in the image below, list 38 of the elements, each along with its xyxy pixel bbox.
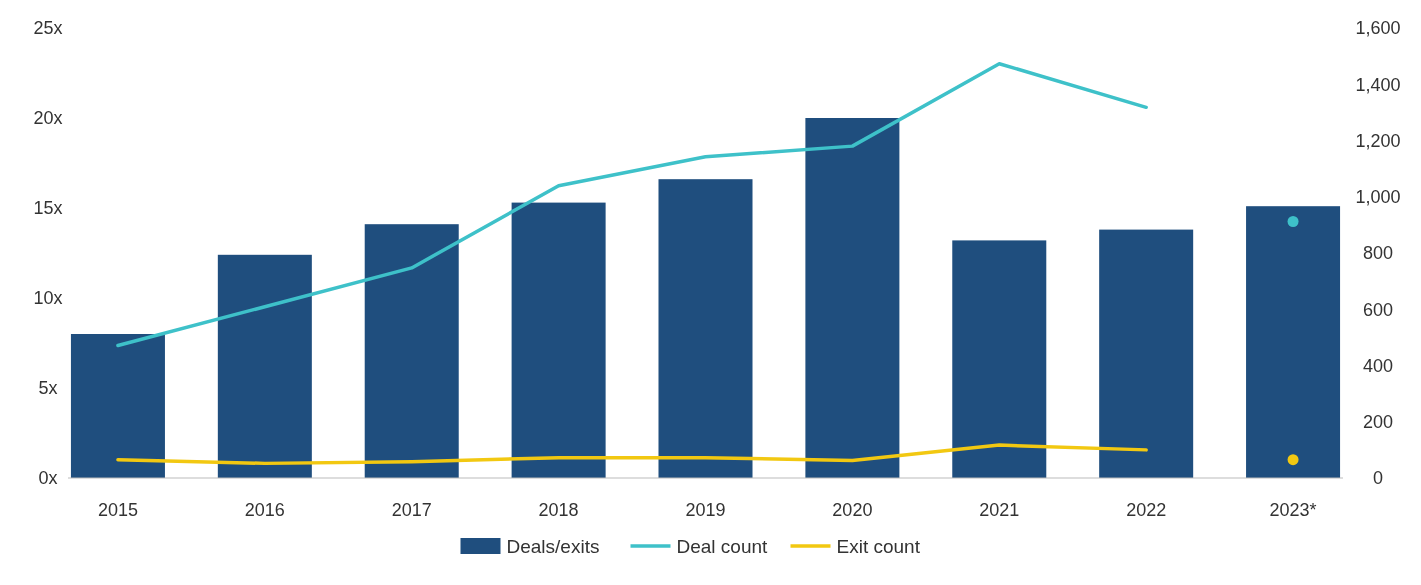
bar xyxy=(1246,206,1341,478)
x-tick-label: 2016 xyxy=(244,500,285,520)
x-tick-label: 2019 xyxy=(685,500,726,520)
y-tick-label: 25x xyxy=(33,18,63,39)
y2-tick-label: 1,200 xyxy=(1355,130,1401,151)
y-tick-label: 0x xyxy=(38,468,58,489)
x-tick-label: 2023* xyxy=(1269,500,1317,520)
legend-label: Deals/exits xyxy=(506,535,600,557)
bar xyxy=(511,202,606,478)
bar xyxy=(70,334,165,478)
y2-tick-label: 800 xyxy=(1362,243,1394,264)
line-series xyxy=(116,61,1148,348)
bar xyxy=(952,240,1047,478)
x-tick-label: 2020 xyxy=(832,500,873,520)
x-tick-label: 2017 xyxy=(391,500,432,520)
bar xyxy=(1099,229,1194,478)
x-tick-label: 2018 xyxy=(538,500,579,520)
line-series xyxy=(116,443,1148,466)
y-tick-label: 15x xyxy=(33,198,63,219)
legend-label: Exit count xyxy=(836,535,921,557)
y2-tick-label: 600 xyxy=(1362,299,1394,320)
bar xyxy=(217,254,312,478)
bar xyxy=(658,179,753,478)
y2-tick-label: 200 xyxy=(1362,412,1394,433)
x-tick-label: 2015 xyxy=(97,500,138,520)
y-tick-label: 10x xyxy=(33,288,63,309)
y2-tick-label: 0 xyxy=(1372,468,1384,489)
y2-tick-label: 1,400 xyxy=(1355,74,1401,95)
y2-tick-label: 1,000 xyxy=(1355,187,1401,208)
x-tick-label: 2022 xyxy=(1126,500,1167,520)
y-tick-label: 20x xyxy=(33,108,63,129)
y-tick-label: 5x xyxy=(38,378,58,399)
legend-label: Deal count xyxy=(676,535,769,557)
bar xyxy=(364,224,459,478)
y2-tick-label: 400 xyxy=(1362,355,1394,376)
bar xyxy=(805,118,900,478)
x-tick-label: 2021 xyxy=(979,500,1020,520)
y2-tick-label: 1,600 xyxy=(1355,18,1401,39)
